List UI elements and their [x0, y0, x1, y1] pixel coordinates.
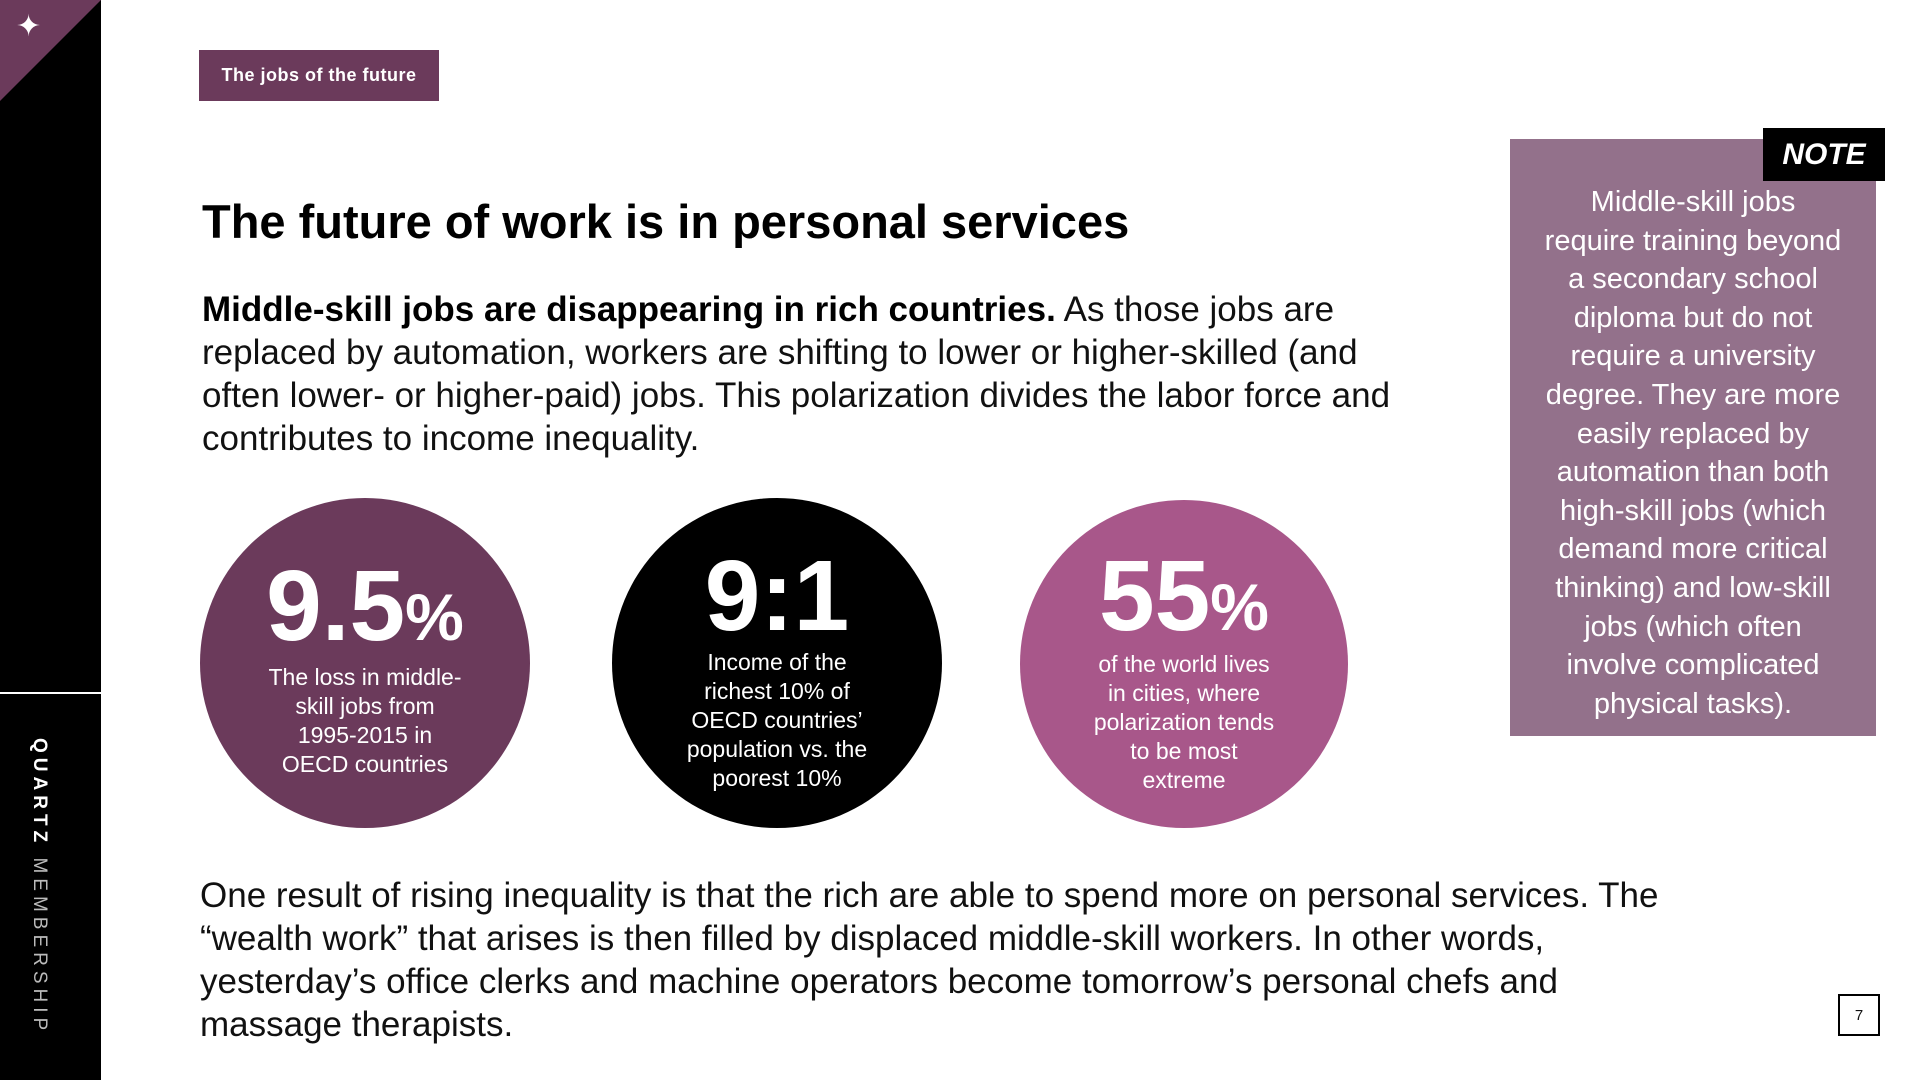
brand-bold: QUARTZ [29, 738, 50, 848]
stat-number: 55 [1099, 540, 1211, 652]
stat-line: to be most [1130, 738, 1238, 764]
note-text: Middle-skill jobs require training beyon… [1516, 183, 1870, 723]
note-line: degree. They are more [1545, 378, 1841, 411]
stat-value: 55% [1020, 546, 1348, 646]
note-line: demand more critical [1558, 533, 1828, 566]
stat-description: of the world lives in cities, where pola… [1020, 650, 1348, 795]
sidebar-divider [0, 692, 101, 694]
note-line: thinking) and low-skill [1555, 571, 1831, 604]
note-line: high-skill jobs (which [1560, 494, 1826, 527]
stat-line: in cities, where [1107, 680, 1261, 706]
note-line: physical tasks). [1593, 687, 1793, 720]
note-badge: NOTE [1763, 128, 1885, 181]
note-line: diploma but do not [1573, 301, 1813, 334]
stat-circle-2: 9:1 Income of the richest 10% of OECD co… [612, 498, 942, 828]
stat-value: 9:1 [612, 546, 942, 646]
note-line: easily replaced by [1576, 417, 1810, 450]
stat-suffix: % [1210, 570, 1269, 644]
intro-paragraph: Middle-skill jobs are disappearing in ri… [202, 288, 1442, 460]
page-title: The future of work is in personal servic… [202, 195, 1130, 248]
stat-line: extreme [1142, 767, 1226, 793]
stat-number: 9:1 [704, 540, 850, 652]
stat-description: Income of the richest 10% of OECD countr… [612, 648, 942, 793]
corner-accent [0, 0, 101, 101]
stat-suffix: % [405, 580, 464, 654]
stat-line: 1995-2015 in [297, 722, 433, 748]
stat-line: poorest 10% [712, 765, 842, 791]
brand-vertical: QUARTZ MEMBERSHIP [28, 738, 50, 1035]
stat-line: The loss in middle- [268, 664, 462, 690]
note-line: Middle-skill jobs [1590, 186, 1796, 218]
stat-line: OECD countries [281, 751, 449, 777]
stat-value: 9.5% [200, 556, 530, 656]
note-line: require training beyond [1544, 224, 1842, 257]
note-line: a secondary school [1568, 263, 1818, 296]
stat-line: OECD countries’ [691, 707, 863, 733]
bottom-line: massage therapists. [200, 1005, 514, 1044]
bottom-line: “wealth work” that arises is then filled… [200, 919, 1545, 958]
stat-line: of the world lives [1098, 651, 1270, 677]
section-tag: The jobs of the future [199, 50, 439, 101]
intro-rest: As those jobs are replaced by automation… [202, 290, 1391, 458]
bottom-line: One result of rising inequality is that … [200, 876, 1659, 915]
stat-description: The loss in middle- skill jobs from 1995… [200, 663, 530, 779]
note-line: involve complicated [1566, 649, 1820, 682]
stat-line: Income of the [707, 649, 847, 675]
stat-line: richest 10% of [704, 678, 850, 704]
note-line: jobs (which often [1584, 610, 1802, 643]
sparkle-icon: ✦ [16, 9, 42, 44]
page-number: 7 [1838, 994, 1880, 1036]
stat-number: 9.5 [266, 550, 406, 662]
bottom-line: yesterday’s office clerks and machine op… [200, 962, 1558, 1001]
stat-line: polarization tends [1093, 709, 1275, 735]
stat-line: population vs. the [686, 736, 868, 762]
note-line: require a university [1570, 340, 1816, 373]
note-box [1510, 139, 1876, 736]
intro-lead: Middle-skill jobs are disappearing in ri… [202, 290, 1056, 329]
bottom-paragraph: One result of rising inequality is that … [200, 874, 1760, 1046]
note-line: automation than both [1556, 456, 1830, 489]
stat-circle-3: 55% of the world lives in cities, where … [1020, 500, 1348, 828]
stat-line: skill jobs from [295, 693, 435, 719]
sidebar: ✦ QUARTZ MEMBERSHIP [0, 0, 101, 1080]
brand-light: MEMBERSHIP [29, 857, 50, 1036]
stat-circle-1: 9.5% The loss in middle- skill jobs from… [200, 498, 530, 828]
